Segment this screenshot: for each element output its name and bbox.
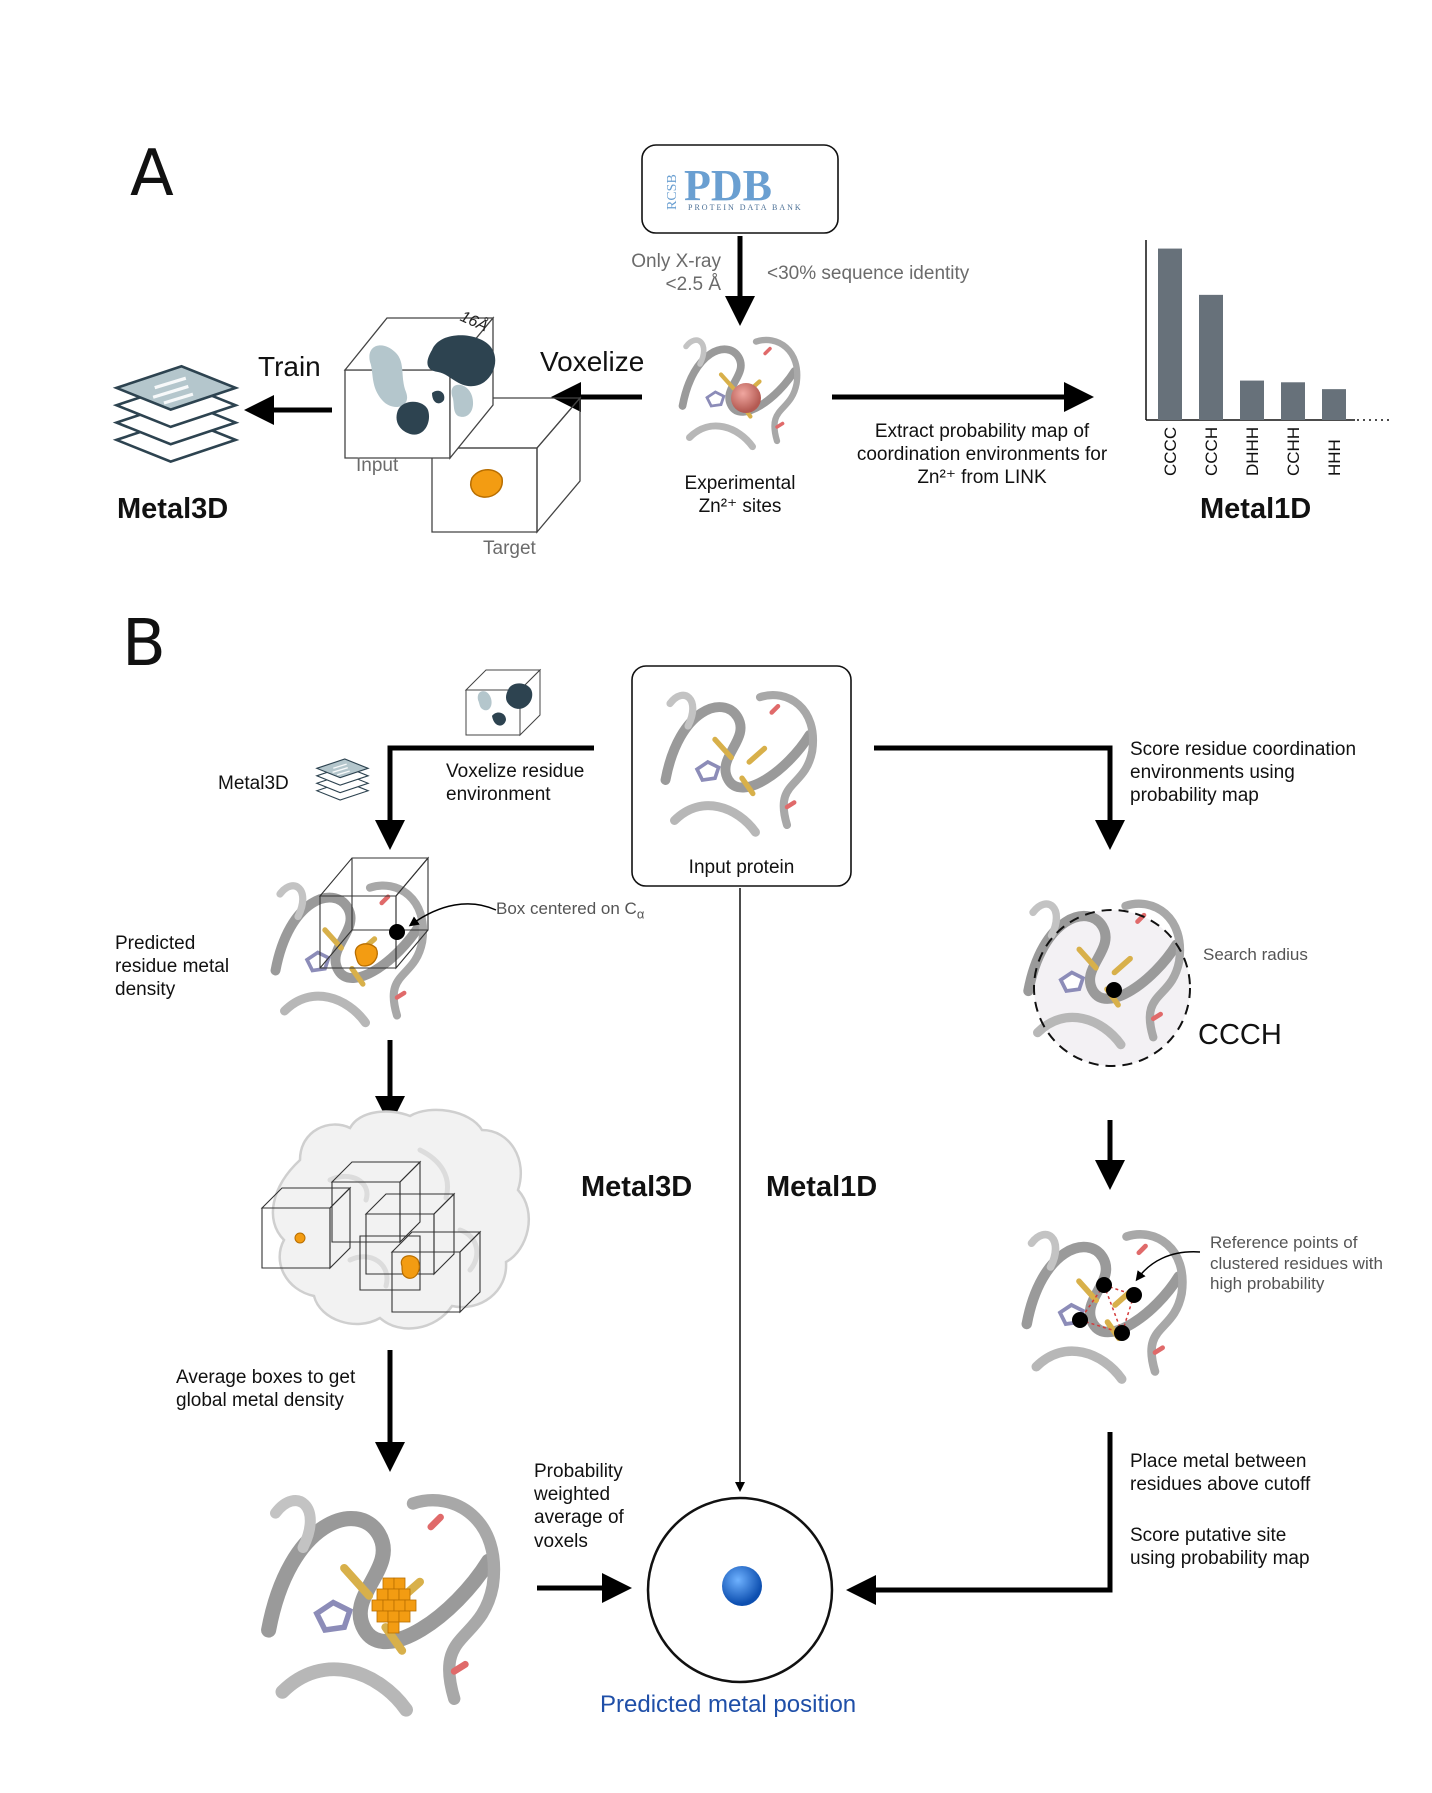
surface-density-blob [400,1255,420,1279]
search-radius-circle [1033,909,1191,1067]
bar-cccc [1158,248,1182,420]
input-dark-blob-2 [396,401,430,435]
protein-surface-with-boxes [260,1108,531,1330]
metal3d-small-icon [316,758,369,801]
bar-ccch [1199,294,1223,420]
input-protein-label: Input protein [688,857,795,878]
pdb-subtitle: PROTEIN DATA BANK [688,203,803,212]
reference-points-pointer [1135,1251,1201,1282]
predicted-metal-sphere [722,1566,762,1606]
voxel-cluster [371,1577,417,1634]
experimental-sites-label: Experimental Zn²⁺ sites [684,473,796,518]
place-metal-arrow [846,1432,1113,1605]
sequence-identity-label: <30% sequence identity [767,263,970,284]
place-metal-label: Place metal between residues above cutof… [1130,1451,1311,1496]
global-density-structure [269,1500,494,1710]
voxelize-residue-arrow [375,745,594,850]
voxelize-residue-label: Voxelize residue environment [446,761,585,806]
average-boxes-label: Average boxes to get global metal densit… [176,1367,356,1412]
search-center-marker [1106,982,1122,998]
predicted-site-structure [646,1496,834,1684]
voxelize-label: Voxelize [540,346,645,377]
input-target-cubes [343,316,582,534]
tick-label-ccch: CCCH [1202,426,1221,476]
reference-point-1 [1096,1277,1112,1293]
metal1d-mid-title: Metal1D [766,1171,878,1203]
reference-point-2 [1126,1287,1142,1303]
bar-cchh [1281,382,1305,420]
residue-density-blob [354,943,378,967]
voxel-cube-icon [464,668,542,737]
score-residue-arrow [874,745,1125,850]
tick-label-dhhh: DHHH [1243,426,1262,476]
metal3d-network-icon [115,364,237,463]
reference-points-structure [1027,1234,1201,1379]
input-protein-box [631,665,852,887]
pdb-rcsb-text: RCSB [665,174,680,210]
panel-a-letter: A [130,137,174,211]
zn-site-structure [683,340,798,447]
input-light-blob-2 [451,384,474,417]
input-dark-blob-3 [432,390,445,404]
search-radius-label: Search radius [1203,945,1308,964]
input-dark-blob [427,335,496,387]
input-light-blob [369,345,408,407]
target-label: Target [483,538,536,559]
metal3d-title: Metal3D [117,493,229,525]
extract-probability-label: Extract probability map of coordination … [856,421,1108,489]
bar-hhh [1322,389,1346,420]
bar-dhhh [1240,380,1264,420]
probability-weighted-label: Probability weighted average of voxels [534,1461,624,1552]
box-centered-pointer [408,903,497,927]
target-density-blob [470,469,503,498]
xray-filter-label: Only X-ray <2.5 Å [631,251,721,296]
train-label: Train [258,351,321,382]
score-residue-label: Score residue coordination environments … [1130,739,1357,807]
search-radius-structure [1028,904,1191,1067]
ccch-label: CCCH [1198,1019,1282,1051]
predicted-position-label: Predicted metal position [600,1691,857,1718]
tick-label-cchh: CCHH [1284,426,1303,476]
calpha-marker [389,924,405,940]
metal1d-chart [1145,240,1390,421]
tick-label-hhh: HHH [1325,439,1344,476]
metal3d-mid-title: Metal3D [581,1171,693,1203]
panel-b-letter: B [122,607,166,681]
metal3d-small-label: Metal3D [218,773,289,794]
reference-points-label: Reference points of clustered residues w… [1210,1233,1383,1294]
predicted-density-label: Predicted residue metal density [115,933,230,1001]
pdb-logo-box: RCSB PDB PROTEIN DATA BANK [641,144,839,234]
pdb-text: PDB [684,161,772,210]
box-centered-label: Box centered on Cα [496,899,645,922]
reference-point-3 [1072,1312,1088,1328]
residue-density-structure [276,856,497,1023]
input-label: Input [356,455,399,476]
surface-density-dot [294,1232,306,1244]
reference-point-4 [1114,1325,1130,1341]
tick-label-cccc: CCCC [1161,426,1180,476]
zn-ion-sphere [731,383,761,413]
metal1d-title: Metal1D [1200,493,1312,525]
score-site-label: Score putative site using probability ma… [1130,1525,1310,1570]
